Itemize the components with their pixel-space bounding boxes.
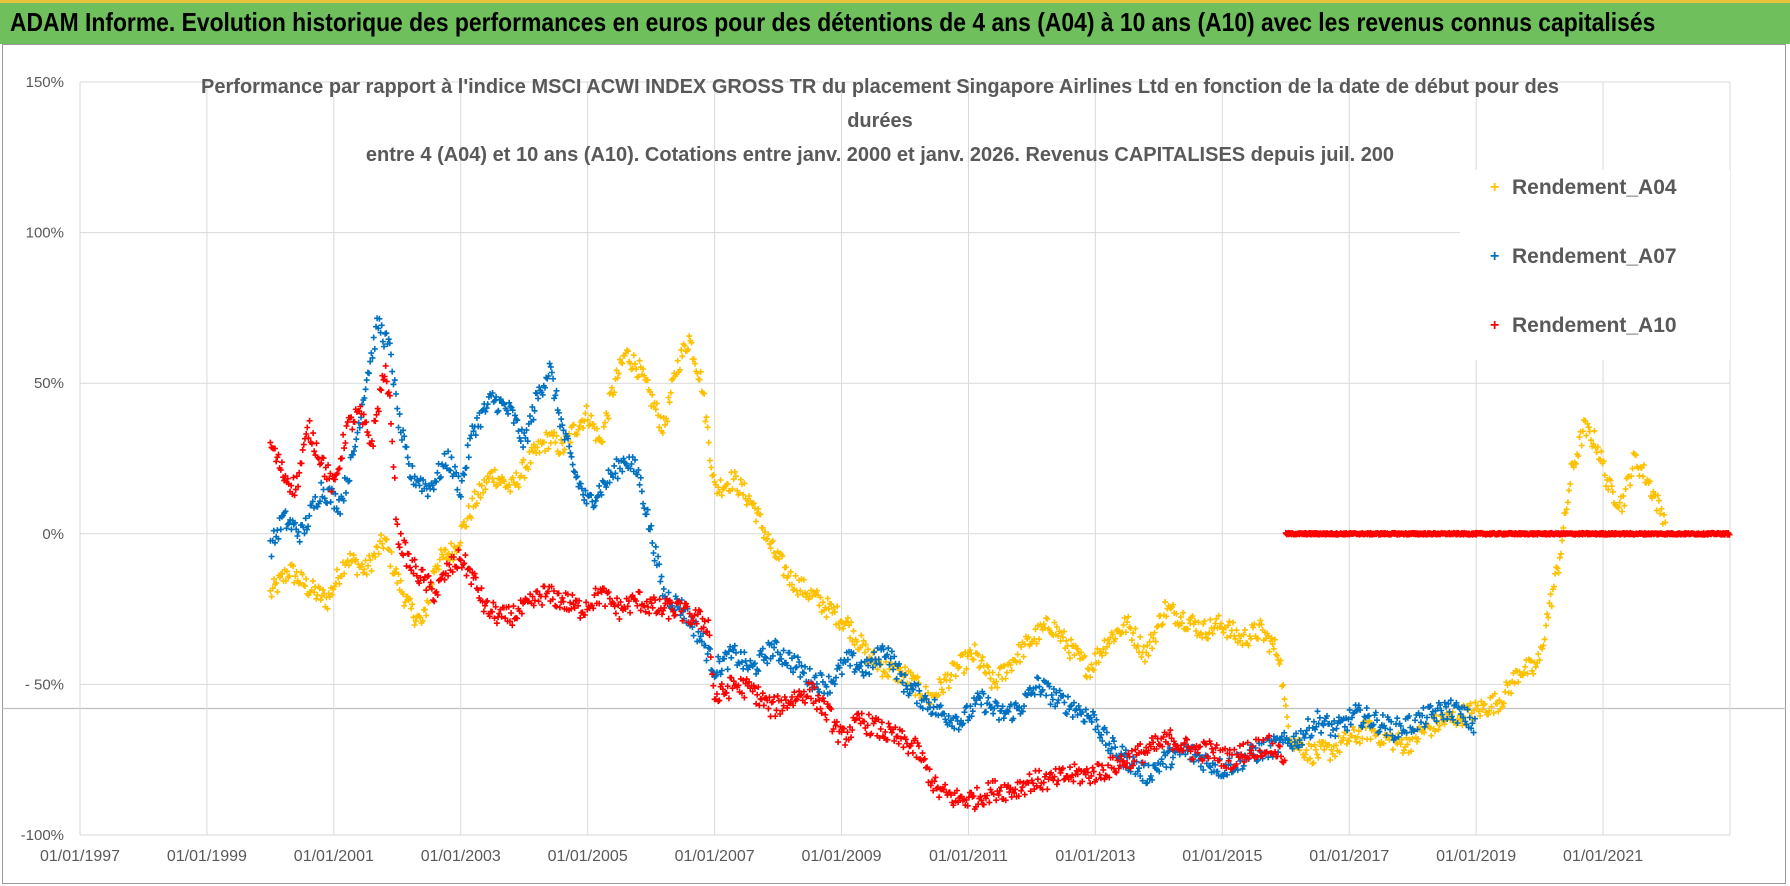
x-tick-label: 01/01/2021	[1563, 848, 1643, 865]
series-rendement_a04	[267, 333, 1669, 767]
chart-title-line-2: durées	[847, 110, 913, 132]
legend-label-a07: Rendement_A07	[1512, 245, 1677, 268]
x-tick-label: 01/01/2019	[1436, 848, 1516, 865]
x-tick-label: 01/01/2015	[1182, 848, 1262, 865]
data-point-markers	[267, 362, 1288, 813]
legend-marker-a07: +	[1490, 248, 1500, 265]
y-tick-label: -100%	[21, 827, 64, 844]
header-banner: ADAM Informe. Evolution historique des p…	[0, 0, 1790, 44]
page-title: ADAM Informe. Evolution historique des p…	[10, 7, 1656, 37]
data-point-markers	[1282, 529, 1733, 538]
x-tick-label: 01/01/1999	[167, 848, 247, 865]
series-rendement_a07	[267, 315, 1478, 787]
y-tick-label: 50%	[34, 375, 64, 392]
grid-layer	[2, 81, 1786, 836]
legend: + Rendement_A04 + Rendement_A07 + Rendem…	[1460, 170, 1730, 360]
data-point-markers	[267, 333, 1669, 767]
y-tick-label: 0%	[42, 526, 64, 543]
legend-marker-a10: +	[1490, 317, 1500, 334]
x-tick-label: 01/01/2013	[1055, 848, 1135, 865]
y-axis-ticks: 150% 100% 50% 0% - 50% -100%	[21, 74, 64, 844]
y-tick-label: 150%	[26, 74, 64, 91]
x-tick-label: 01/01/2005	[548, 848, 628, 865]
chart-title-line-1: Performance par rapport à l'indice MSCI …	[201, 76, 1559, 98]
chart-title: Performance par rapport à l'indice MSCI …	[180, 70, 1580, 172]
chart-title-line-3: entre 4 (A04) et 10 ans (A10). Cotations…	[365, 144, 1395, 166]
legend-marker-a04: +	[1490, 179, 1500, 196]
y-tick-label: 100%	[26, 225, 64, 242]
series-rendement_a10	[267, 362, 1288, 813]
chart-frame	[2, 44, 1786, 884]
x-tick-label: 01/01/2011	[929, 848, 1008, 865]
x-tick-label: 01/01/2017	[1309, 848, 1389, 865]
series-rendement_a10_flat	[1282, 529, 1733, 538]
x-tick-label: 01/01/2001	[294, 848, 374, 865]
series-layer	[267, 315, 1733, 813]
x-tick-label: 01/01/2009	[801, 848, 881, 865]
x-axis-ticks: 01/01/1997 01/01/1999 01/01/2001 01/01/2003…	[40, 848, 1643, 865]
legend-label-a10: Rendement_A10	[1512, 314, 1677, 337]
y-tick-label: - 50%	[25, 676, 64, 693]
data-point-markers	[267, 315, 1478, 787]
x-tick-label: 01/01/2003	[421, 848, 501, 865]
legend-label-a04: Rendement_A04	[1512, 176, 1677, 199]
x-tick-label: 01/01/2007	[675, 848, 755, 865]
x-tick-label: 01/01/1997	[40, 848, 120, 865]
